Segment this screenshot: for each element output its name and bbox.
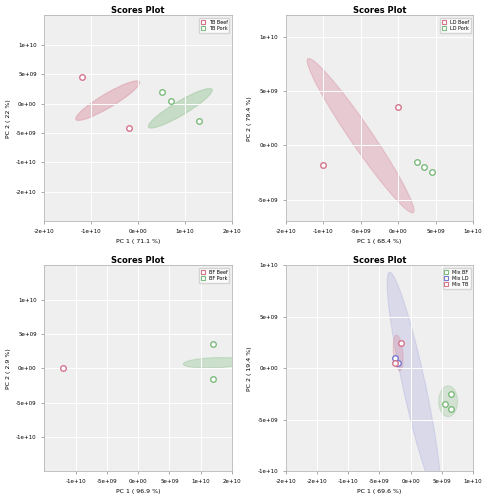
X-axis label: PC 1 ( 68.4 %): PC 1 ( 68.4 %) — [357, 240, 402, 244]
Title: Scores Plot: Scores Plot — [111, 6, 165, 15]
Title: Scores Plot: Scores Plot — [111, 256, 165, 264]
Legend: TB Beef, TB Pork: TB Beef, TB Pork — [199, 18, 229, 32]
Y-axis label: PC 2 ( 2.9 %): PC 2 ( 2.9 %) — [5, 348, 11, 389]
Ellipse shape — [307, 58, 414, 213]
Y-axis label: PC 2 ( 22 %): PC 2 ( 22 %) — [5, 99, 11, 138]
Ellipse shape — [148, 88, 212, 128]
Ellipse shape — [183, 358, 245, 368]
Title: Scores Plot: Scores Plot — [353, 256, 406, 264]
Legend: BF Beef, BF Pork: BF Beef, BF Pork — [199, 268, 229, 282]
Ellipse shape — [76, 81, 140, 120]
X-axis label: PC 1 ( 96.9 %): PC 1 ( 96.9 %) — [116, 490, 161, 494]
Ellipse shape — [387, 272, 440, 495]
Title: Scores Plot: Scores Plot — [353, 6, 406, 15]
X-axis label: PC 1 ( 71.1 %): PC 1 ( 71.1 %) — [116, 240, 161, 244]
Y-axis label: PC 2 ( 19.4 %): PC 2 ( 19.4 %) — [247, 346, 252, 391]
Ellipse shape — [393, 335, 403, 370]
Legend: Mix BF, Mix LD, Mix TB: Mix BF, Mix LD, Mix TB — [443, 268, 471, 288]
Ellipse shape — [439, 386, 458, 416]
X-axis label: PC 1 ( 69.6 %): PC 1 ( 69.6 %) — [357, 490, 402, 494]
Legend: LD Beef, LD Pork: LD Beef, LD Pork — [440, 18, 471, 32]
Y-axis label: PC 2 ( 79.4 %): PC 2 ( 79.4 %) — [247, 96, 252, 140]
